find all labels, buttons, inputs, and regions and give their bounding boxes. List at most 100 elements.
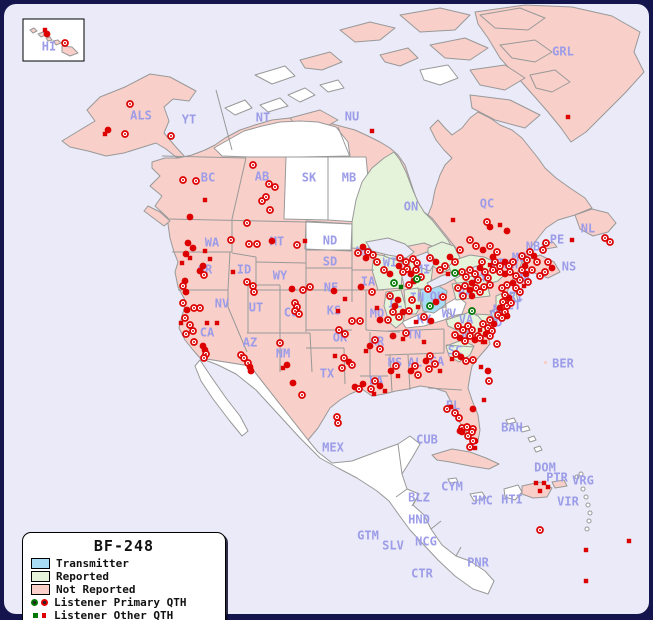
listener-primary-qth-marker: [530, 252, 538, 260]
listener-primary-qth-marker: [245, 240, 253, 248]
listener-primary-qth-marker: [425, 365, 433, 373]
listener-primary-qth-marker: [526, 248, 534, 256]
listener-other-qth-marker: [371, 391, 377, 397]
region-label-ber: BER: [552, 357, 574, 371]
listener-primary-qth-marker: [126, 100, 134, 108]
listener-primary-qth-marker: [408, 296, 416, 304]
listener-primary-qth-marker: [462, 357, 470, 365]
listener-primary-qth-marker: [516, 276, 524, 284]
listener-primary-qth-marker: [258, 197, 266, 205]
listener-other-qth-marker: [369, 128, 375, 134]
listener-primary-qth-marker: [491, 258, 499, 266]
listener-primary-qth-marker: [407, 270, 415, 278]
region-label-jmc: JMC: [471, 494, 493, 508]
region-label-gtm: GTM: [357, 529, 379, 543]
listener-primary-qth-marker: [186, 321, 194, 329]
listener-primary-qth-marker: [355, 385, 363, 393]
region-label-cym: CYM: [441, 480, 463, 494]
listener-primary-qth-marker: [395, 313, 403, 321]
listener-primary-qth-marker: [338, 364, 346, 372]
listener-primary-qth-marker: [466, 236, 474, 244]
listener-primary-qth-marker: [376, 382, 384, 390]
listener-primary-qth-marker: [486, 281, 494, 289]
listener-primary-qth-marker: [601, 234, 609, 242]
listener-primary-qth-marker: [190, 338, 198, 346]
listener-primary-qth-marker: [451, 331, 459, 339]
listener-primary-qth-marker: [367, 385, 375, 393]
region-label-mex: MEX: [322, 441, 344, 455]
alaska-landmass: [61, 73, 197, 159]
listener-primary-qth-marker: [184, 239, 192, 247]
region-label-pe: PE: [550, 233, 564, 247]
listener-primary-qth-marker: [271, 183, 279, 191]
listener-primary-qth-marker: [387, 367, 395, 375]
region-label-wy: WY: [273, 269, 288, 283]
region-label-als: ALS: [130, 109, 152, 123]
listener-primary-qth-marker: [288, 285, 296, 293]
listener-primary-qth-marker: [104, 126, 112, 134]
listener-primary-qth-marker: [486, 242, 494, 250]
region-label-az: AZ: [243, 336, 257, 350]
region-label-ptr: PTR: [546, 471, 568, 485]
region-label-tn: TN: [407, 328, 421, 342]
listener-primary-qth-marker: [463, 423, 471, 431]
listener-other-qth-marker: [472, 445, 478, 451]
green-other-qth-icon: [33, 613, 38, 618]
listener-other-qth-marker: [374, 305, 380, 311]
region-label-hti: HTI: [501, 493, 523, 507]
region-label-hi: HI: [42, 40, 56, 54]
listener-primary-qth-marker: [61, 39, 69, 47]
listener-primary-qth-marker: [468, 307, 476, 315]
listener-primary-qth-marker: [190, 304, 198, 312]
listener-other-qth-marker: [545, 484, 551, 490]
listener-other-qth-marker: [537, 488, 543, 494]
listener-primary-qth-marker: [542, 239, 550, 247]
region-label-wi: WI: [383, 256, 397, 270]
listener-other-qth-marker: [202, 197, 208, 203]
listener-primary-qth-marker: [469, 405, 477, 413]
listener-primary-qth-marker: [392, 362, 400, 370]
region-labels: HIALSYTNTNUGRLBCABSKMBONQCNLNBPENSMEWAMT…: [42, 40, 595, 581]
listener-primary-qth-marker: [369, 251, 377, 259]
listener-primary-qth-marker: [199, 262, 207, 270]
listener-primary-qth-marker: [196, 304, 204, 312]
listener-primary-qth-marker: [454, 284, 462, 292]
listener-primary-qth-marker: [509, 258, 517, 266]
region-label-nu: NU: [345, 110, 359, 124]
listener-primary-qth-marker: [472, 242, 480, 250]
red-primary-qth-icon: [41, 599, 48, 606]
region-label-ab: AB: [255, 170, 269, 184]
listener-primary-qth-marker: [466, 286, 474, 294]
listener-primary-qth-marker: [376, 345, 384, 353]
listener-primary-qth-marker: [411, 362, 419, 370]
listener-primary-qth-marker: [243, 278, 251, 286]
landmasses: [61, 4, 645, 442]
listener-other-qth-marker: [533, 480, 539, 486]
listener-primary-qth-marker: [476, 334, 484, 342]
cuba-island: [431, 448, 500, 470]
listener-primary-qth-marker: [182, 250, 190, 258]
region-sk: [283, 156, 329, 221]
listener-primary-qth-marker: [427, 317, 435, 325]
listener-primary-qth-marker: [182, 330, 190, 338]
listener-primary-qth-marker: [335, 326, 343, 334]
listener-primary-qth-marker: [468, 292, 476, 300]
jamaica-island: [469, 491, 487, 502]
listener-primary-qth-marker: [499, 298, 507, 306]
listener-primary-qth-marker: [522, 270, 530, 278]
listener-primary-qth-marker: [391, 302, 399, 310]
listener-primary-qth-marker: [192, 177, 200, 185]
listener-primary-qth-marker: [536, 272, 544, 280]
region-label-grl: GRL: [552, 45, 574, 59]
listener-primary-qth-marker: [283, 361, 291, 369]
listener-primary-qth-marker: [268, 237, 276, 245]
legend-row-reported: Reported: [31, 570, 217, 583]
listener-primary-qth-marker: [253, 240, 261, 248]
listener-primary-qth-marker: [189, 327, 197, 335]
listener-other-qth-marker: [382, 388, 388, 394]
listener-primary-qth-marker: [413, 259, 421, 267]
listener-other-qth-marker: [541, 480, 547, 486]
listener-other-qth-marker: [480, 339, 486, 345]
baja-peninsula: [194, 359, 249, 437]
